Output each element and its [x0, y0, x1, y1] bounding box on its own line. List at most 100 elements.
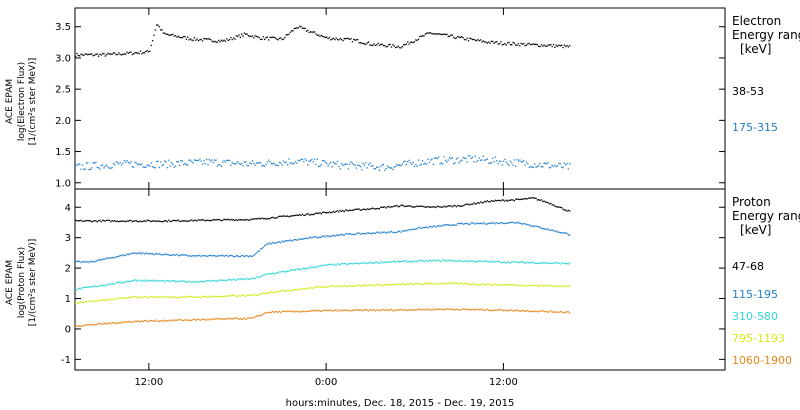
proton-point — [447, 308, 449, 310]
proton-point — [349, 263, 351, 265]
proton-point — [386, 283, 389, 286]
proton-point — [496, 199, 498, 202]
electron-point — [504, 158, 506, 160]
proton-point — [188, 280, 190, 282]
electron-point — [504, 43, 506, 45]
proton-point — [251, 255, 254, 257]
proton-point — [439, 308, 441, 310]
proton-point — [83, 286, 85, 289]
x-tick-label-1: 0:00 — [315, 377, 337, 388]
electron-point — [83, 54, 85, 57]
proton-point — [540, 227, 543, 229]
proton-point — [80, 219, 82, 222]
proton-point — [165, 280, 167, 282]
proton-point — [462, 205, 464, 207]
electron-point — [280, 162, 282, 164]
proton-point — [251, 277, 254, 279]
proton-point — [303, 214, 305, 217]
proton-point — [403, 205, 405, 207]
electron-point — [392, 168, 394, 171]
proton-point — [188, 220, 190, 222]
proton-point — [432, 283, 435, 285]
electron-point — [251, 35, 254, 37]
proton-point — [322, 309, 324, 312]
electron-point — [150, 162, 152, 164]
proton-point — [106, 284, 108, 286]
proton-point — [558, 262, 560, 265]
proton-point — [478, 202, 480, 204]
proton-point — [357, 284, 359, 287]
proton-point — [177, 219, 179, 221]
proton-point — [528, 310, 530, 313]
proton-point — [193, 219, 196, 222]
proton-point — [242, 219, 244, 221]
electron-point — [114, 52, 116, 54]
proton-point — [313, 213, 316, 215]
proton-point — [201, 318, 204, 320]
proton-point — [197, 219, 200, 221]
proton-point — [451, 259, 453, 261]
proton-point — [338, 309, 340, 311]
proton-point — [93, 323, 96, 326]
proton-point — [249, 255, 251, 257]
proton-point — [100, 259, 102, 261]
proton-point — [486, 261, 489, 263]
proton-point — [529, 262, 532, 264]
electron-point — [312, 31, 314, 33]
proton-point — [191, 295, 193, 298]
proton-point — [471, 283, 474, 286]
proton-point — [253, 317, 255, 319]
proton-point — [151, 220, 154, 222]
electron-point — [558, 162, 560, 165]
proton-point — [254, 293, 256, 296]
electron-point — [228, 38, 231, 41]
proton-point — [320, 213, 322, 215]
proton-point — [444, 260, 447, 262]
proton-point — [316, 310, 318, 312]
proton-point — [399, 283, 401, 285]
electron-point — [423, 163, 425, 165]
proton-point — [504, 200, 506, 202]
proton-point — [218, 295, 220, 297]
electron-point — [269, 161, 271, 163]
proton-point — [359, 262, 362, 264]
proton-point — [193, 255, 196, 257]
proton-point — [89, 300, 92, 302]
electron-point — [538, 164, 540, 167]
proton-point — [232, 278, 235, 280]
proton-point — [409, 282, 412, 285]
proton-point — [509, 221, 511, 224]
proton-point — [393, 231, 395, 233]
electron-point — [548, 44, 551, 46]
electron-point — [550, 166, 552, 168]
proton-point — [443, 309, 445, 311]
proton-point — [511, 309, 513, 311]
proton-point — [486, 200, 489, 202]
electron-point — [158, 26, 160, 28]
proton-point — [463, 308, 466, 310]
electron-point — [567, 46, 570, 48]
electron-point — [324, 36, 327, 39]
proton-point — [193, 318, 196, 320]
electron-point — [532, 166, 534, 169]
proton-point — [232, 219, 235, 221]
proton-point — [116, 322, 119, 325]
proton-point — [401, 260, 403, 262]
electron-point — [272, 36, 274, 38]
electron-point — [122, 162, 124, 164]
proton-point — [454, 224, 456, 226]
proton-point — [439, 283, 441, 285]
electron-point — [81, 164, 84, 166]
proton-point — [544, 284, 547, 286]
electron-legend-entry-1: 175-315 — [732, 121, 778, 134]
proton-point — [485, 309, 487, 311]
proton-point — [210, 295, 212, 297]
proton-point — [215, 219, 217, 221]
proton-point — [550, 202, 552, 205]
proton-point — [389, 261, 391, 264]
electron-point — [397, 164, 399, 167]
electron-point — [278, 161, 281, 164]
electron-point — [137, 52, 139, 54]
electron-point — [330, 39, 332, 41]
proton-point — [498, 222, 501, 225]
